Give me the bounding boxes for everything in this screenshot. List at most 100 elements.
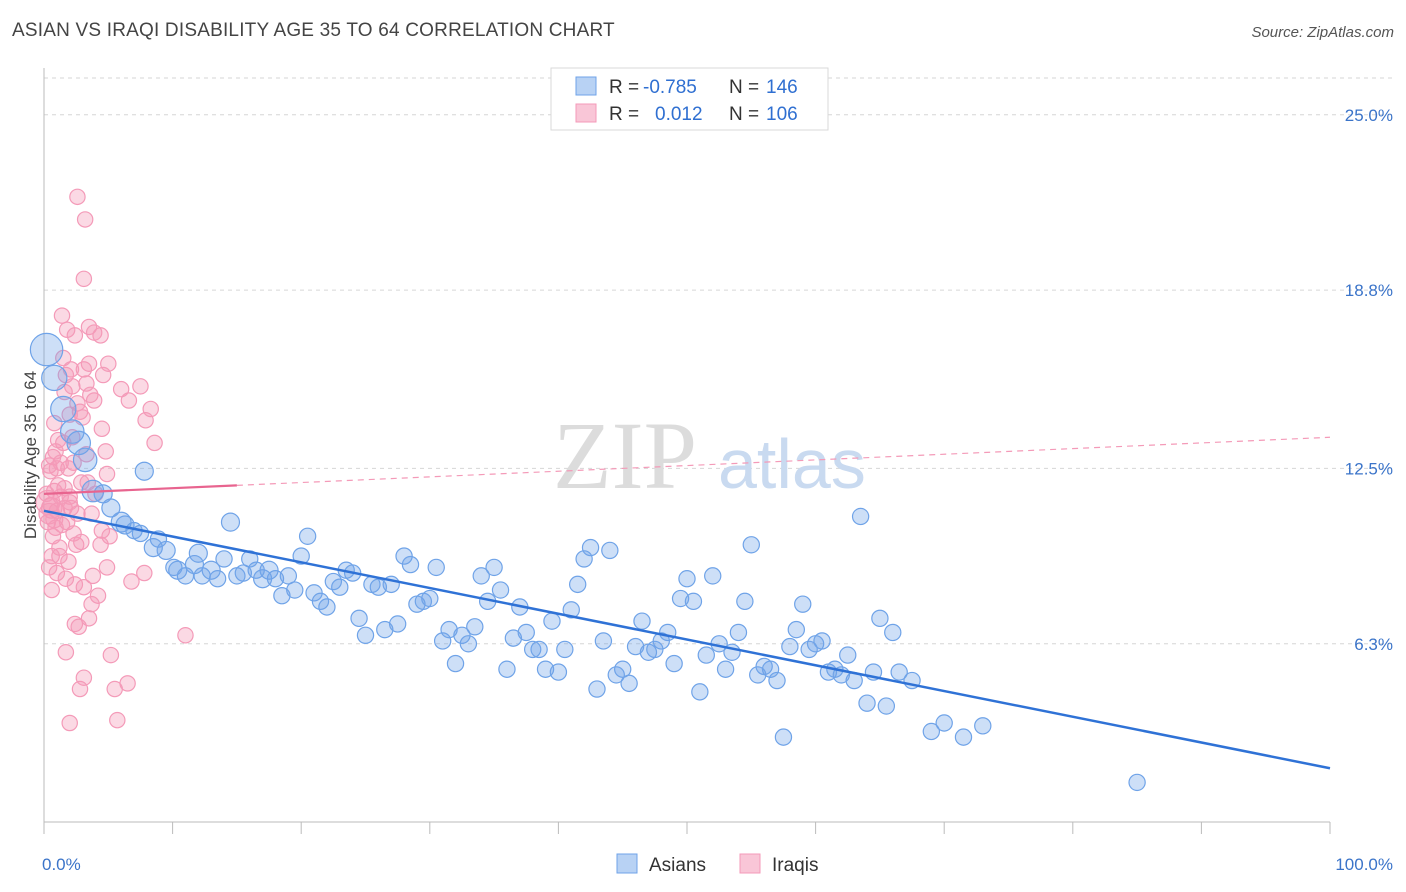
iraqis-point: [39, 513, 57, 531]
iraqis-point: [93, 420, 111, 438]
bottom-legend-swatch-asians: [616, 853, 638, 874]
asians-point: [369, 578, 388, 596]
iraqis-point: [92, 327, 109, 344]
iraqis-point: [119, 675, 136, 692]
asians-point: [376, 620, 394, 639]
asians-point: [504, 629, 523, 647]
asians-point: [165, 558, 183, 577]
asians-point: [208, 570, 227, 588]
legend-box: R = -0.785 N = 146 R = 0.012 N = 106: [550, 67, 829, 131]
trendlines: [43, 436, 1331, 770]
legend-r-value-asians: -0.785: [643, 77, 697, 98]
iraqis-points: [35, 188, 194, 732]
iraqis-point: [92, 536, 109, 554]
asians-point: [459, 635, 478, 653]
iraqis-point: [84, 567, 102, 585]
asians-point: [633, 612, 651, 630]
iraqis-point: [73, 533, 90, 551]
iraqis-point: [132, 378, 149, 395]
iraqis-point: [75, 669, 93, 686]
asians-point: [954, 728, 973, 746]
iraqis-point: [44, 448, 62, 466]
asians-point: [890, 663, 908, 681]
iraqis-point: [98, 465, 116, 483]
iraqis-point: [60, 460, 77, 477]
asians-point: [318, 598, 336, 616]
asians-point: [446, 654, 465, 673]
asians-point: [974, 717, 992, 735]
asians-point: [29, 332, 64, 367]
iraqis-point: [136, 564, 153, 582]
legend-n-value-iraqis: 106: [766, 104, 798, 125]
x-tick-label-max: 100.0%: [1335, 855, 1393, 874]
iraqis-point: [142, 400, 159, 418]
asians-point: [234, 564, 253, 582]
asians-point: [292, 547, 310, 565]
asians-point: [671, 589, 690, 608]
asians-point: [523, 640, 542, 659]
iraqis-point: [75, 578, 93, 596]
iraqis-point: [177, 627, 194, 644]
asians-point: [401, 555, 420, 574]
asians-point: [562, 601, 580, 619]
legend-r-label-iraqis: R =: [609, 104, 639, 125]
asians-point: [684, 592, 703, 611]
iraqis-point: [146, 434, 163, 452]
legend-n-label-iraqis: N =: [729, 104, 759, 125]
iraqis-point: [46, 414, 63, 432]
iraqis-point: [109, 711, 126, 729]
asians-point: [259, 560, 279, 580]
iraqis-point: [61, 714, 78, 732]
asians-point: [350, 609, 368, 628]
iraqis-point: [89, 587, 107, 604]
asians-point: [568, 575, 587, 594]
asians-point: [659, 623, 677, 642]
asians-point: [626, 637, 645, 656]
asians-point: [581, 538, 600, 557]
iraqis-point: [85, 392, 103, 409]
iraqis-trendline-solid: [43, 484, 237, 495]
asians-point: [858, 694, 876, 712]
asians-point: [543, 612, 561, 630]
asians-point: [536, 660, 555, 678]
y-axis-label: Disability Age 35 to 64: [21, 371, 40, 539]
iraqis-point: [102, 646, 120, 664]
asians-point: [851, 507, 870, 526]
axes: [43, 68, 1331, 834]
asians-point: [716, 660, 735, 678]
iraqis-point: [83, 595, 100, 613]
iraqis-point: [97, 443, 114, 460]
asians-point: [201, 560, 221, 580]
asians-point: [601, 541, 619, 560]
iraqis-point: [94, 366, 112, 384]
legend-swatch-asians: [575, 76, 597, 96]
iraqis-point: [80, 355, 98, 372]
asians-point: [530, 640, 548, 659]
asians-point: [813, 632, 831, 650]
watermark-atlas: atlas: [718, 425, 866, 503]
source-label: Source: ZipAtlas.com: [1251, 24, 1394, 41]
bottom-legend-swatch-iraqis: [739, 853, 761, 874]
asians-point: [50, 395, 77, 423]
iraqis-point: [57, 644, 75, 661]
asians-point: [922, 722, 941, 741]
iraqis-point: [123, 573, 140, 590]
asians-point: [594, 632, 613, 650]
iraqis-point: [78, 375, 95, 392]
asians-point: [427, 558, 445, 577]
asians-point: [620, 674, 638, 693]
asians-point: [72, 447, 98, 473]
asians-point: [286, 581, 304, 599]
iraqis-point: [53, 307, 71, 324]
bottom-legend-iraqis: Iraqis: [772, 855, 818, 876]
asians-point: [794, 595, 812, 613]
asians-point: [298, 527, 317, 545]
asians-point: [871, 609, 889, 628]
y-tick-label: 18.8%: [1345, 281, 1393, 300]
asians-point: [491, 581, 510, 599]
asians-point: [556, 640, 574, 659]
asians-point: [877, 697, 896, 715]
iraqis-point: [75, 270, 93, 288]
asians-point: [279, 567, 298, 585]
